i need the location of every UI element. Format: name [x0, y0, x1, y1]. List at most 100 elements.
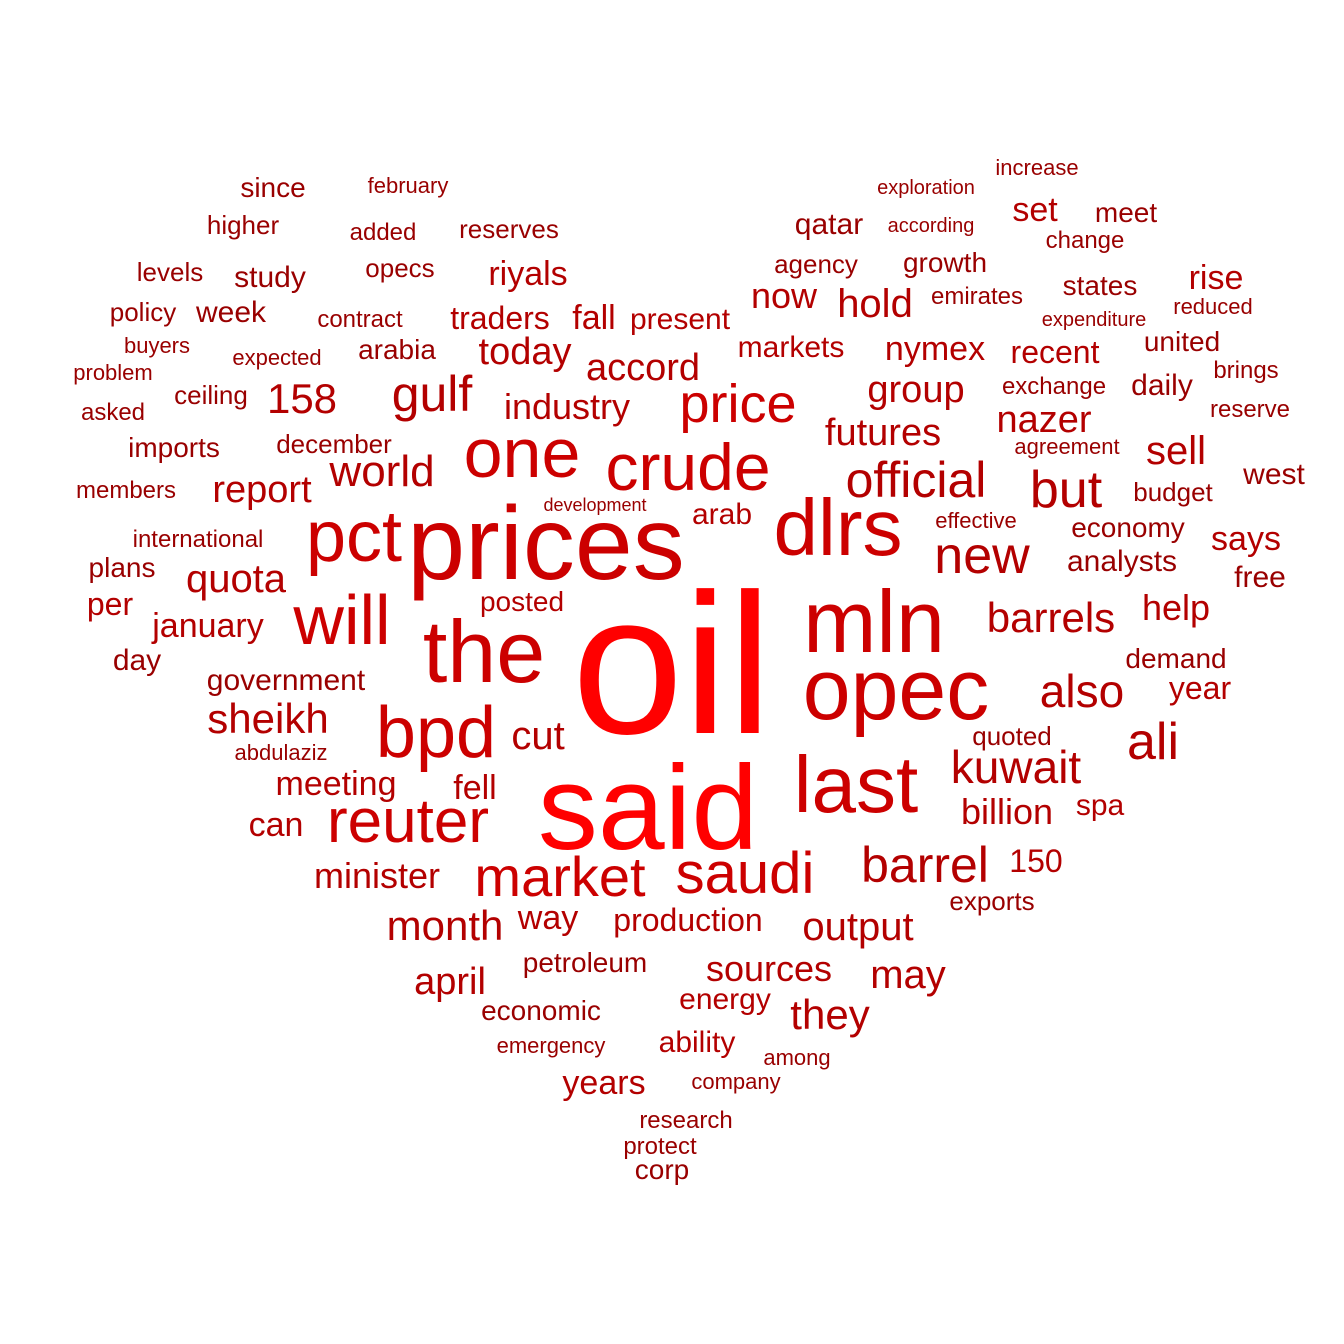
word-riyals: riyals [488, 255, 568, 293]
word-qatar: qatar [794, 208, 864, 241]
word-new: new [934, 527, 1030, 585]
word-research: research [639, 1107, 733, 1134]
word-year: year [1168, 670, 1232, 706]
word-added: added [349, 219, 417, 246]
word-petroleum: petroleum [522, 947, 648, 978]
word-cut: cut [511, 714, 565, 758]
word-dlrs: dlrs [773, 483, 903, 572]
word-quota: quota [185, 557, 287, 601]
word-markets: markets [737, 331, 845, 364]
word-prices: prices [407, 486, 685, 602]
word-expected: expected [232, 345, 322, 370]
word-increase: increase [995, 155, 1079, 180]
word-contract: contract [317, 306, 403, 333]
word-arab: arab [691, 498, 753, 531]
word-minister: minister [313, 855, 441, 896]
word-abdulaziz: abdulaziz [234, 740, 328, 765]
word-buyers: buyers [123, 333, 191, 358]
word-emirates: emirates [930, 283, 1024, 310]
word-world: world [329, 447, 435, 496]
word-week: week [195, 296, 267, 329]
word-gulf: gulf [391, 366, 473, 422]
word-now: now [750, 275, 818, 316]
word-saudi: saudi [675, 841, 815, 906]
word-effective: effective [935, 508, 1017, 533]
word-mln: mln [803, 572, 945, 671]
word-change: change [1045, 227, 1125, 254]
word-problem: problem [73, 360, 153, 385]
word-the: the [422, 602, 546, 701]
word-spa: spa [1075, 789, 1125, 822]
word-meeting: meeting [275, 765, 397, 803]
word-levels: levels [136, 257, 204, 287]
word-brings: brings [1213, 357, 1279, 384]
word-february: february [367, 173, 449, 198]
word-study: study [234, 261, 306, 294]
word-billion: billion [960, 791, 1054, 832]
word-barrel: barrel [861, 837, 989, 893]
word-day: day [112, 644, 162, 677]
word-corp: corp [634, 1154, 690, 1185]
word-states: states [1062, 270, 1138, 301]
word-reuter: reuter [327, 787, 489, 856]
word-company: company [691, 1069, 781, 1094]
word-nymex: nymex [884, 330, 986, 368]
word-fall: fall [572, 299, 616, 337]
word-free: free [1234, 561, 1286, 594]
word-price: price [679, 374, 797, 434]
word-government: government [206, 664, 366, 697]
word-official: official [845, 452, 987, 508]
word-plans: plans [88, 552, 156, 583]
word-analysts: analysts [1066, 545, 1178, 578]
word-policy: policy [109, 297, 177, 327]
word-sources: sources [705, 948, 833, 989]
word-united: united [1143, 326, 1221, 357]
word-ceiling: ceiling [174, 380, 248, 410]
word-daily: daily [1131, 369, 1193, 402]
word-west: west [1243, 458, 1305, 491]
word-way: way [517, 899, 579, 937]
word-per: per [86, 586, 134, 622]
word-imports: imports [128, 432, 220, 463]
word-kuwait: kuwait [950, 741, 1082, 793]
word-exploration: exploration [877, 177, 975, 199]
word-one: one [463, 414, 581, 492]
word-may: may [870, 953, 946, 997]
word-economy: economy [1071, 512, 1185, 543]
word-will: will [293, 581, 391, 659]
word-members: members [75, 477, 177, 504]
word-budget: budget [1133, 477, 1213, 507]
word-today: today [478, 331, 572, 373]
word-hold: hold [837, 282, 913, 326]
word-expenditure: expenditure [1041, 309, 1147, 331]
word-production: production [613, 902, 763, 938]
word-traders: traders [450, 300, 550, 336]
word-since: since [240, 172, 306, 203]
word-reduced: reduced [1173, 294, 1253, 319]
word-exchange: exchange [1001, 373, 1107, 400]
word-exports: exports [949, 886, 1035, 916]
word-demand: demand [1125, 643, 1227, 674]
word-output: output [802, 905, 914, 949]
word-but: but [1029, 461, 1103, 519]
word-rise: rise [1188, 259, 1244, 297]
word-reserves: reserves [459, 214, 559, 244]
word-pct: pct [305, 497, 403, 577]
word-economic: economic [481, 995, 601, 1026]
word-higher: higher [206, 210, 280, 240]
word-agency: agency [774, 249, 858, 279]
word-crude: crude [605, 430, 771, 504]
word-january: january [152, 607, 264, 645]
word-ability: ability [658, 1026, 736, 1059]
word-arabia: arabia [358, 334, 436, 365]
word-month: month [386, 902, 504, 949]
word-years: years [562, 1064, 646, 1102]
word-report: report [212, 469, 312, 511]
word-opecs: opecs [365, 253, 435, 283]
word-set: set [1012, 191, 1058, 229]
word-december: december [276, 429, 392, 459]
word-also: also [1039, 665, 1125, 717]
word-sheikh: sheikh [207, 695, 329, 742]
word-recent: recent [1010, 334, 1100, 370]
